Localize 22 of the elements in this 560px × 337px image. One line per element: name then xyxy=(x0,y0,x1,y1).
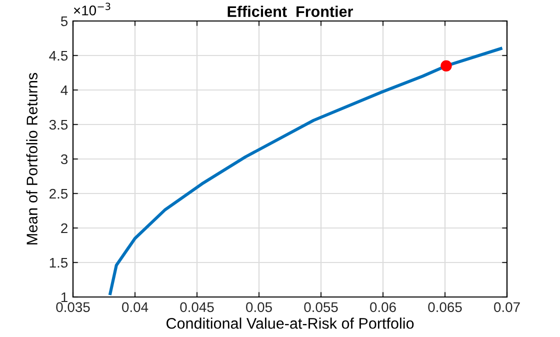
y-tick-label: 4.5 xyxy=(49,50,68,61)
y-tick-label: 5 xyxy=(60,16,68,26)
y-tick-label: 4 xyxy=(60,85,68,96)
x-tick-label: 0.035 xyxy=(56,302,90,312)
line-series xyxy=(108,47,502,296)
chart-title: Efficient Frontier xyxy=(228,6,354,17)
x-tick-label: 0.06 xyxy=(370,302,396,312)
x-tick-label: 0.055 xyxy=(304,302,338,312)
y-tick-label: 3.5 xyxy=(49,120,68,130)
y-tick-label: 1.5 xyxy=(50,258,68,268)
y-tick-label: 3 xyxy=(60,154,68,164)
x-tick-label: 0.07 xyxy=(494,302,520,312)
x-tick-label: 0.05 xyxy=(246,302,272,312)
x-tick-label: 0.065 xyxy=(428,302,462,312)
y-tick-label: 2 xyxy=(61,223,68,234)
x-tick-label: 0.04 xyxy=(122,302,148,312)
text: ×10$^{−3}$ xyxy=(74,2,110,16)
x-tick-label: 0.045 xyxy=(180,302,214,312)
y-tick-label: 1 xyxy=(61,292,68,302)
y-axis-title: Mean of Portfolio Returns xyxy=(26,72,38,244)
x-axis-title: Conditional Value-at-Risk of Portfolio xyxy=(166,318,414,329)
y-tick-label: 2.5 xyxy=(50,188,68,199)
